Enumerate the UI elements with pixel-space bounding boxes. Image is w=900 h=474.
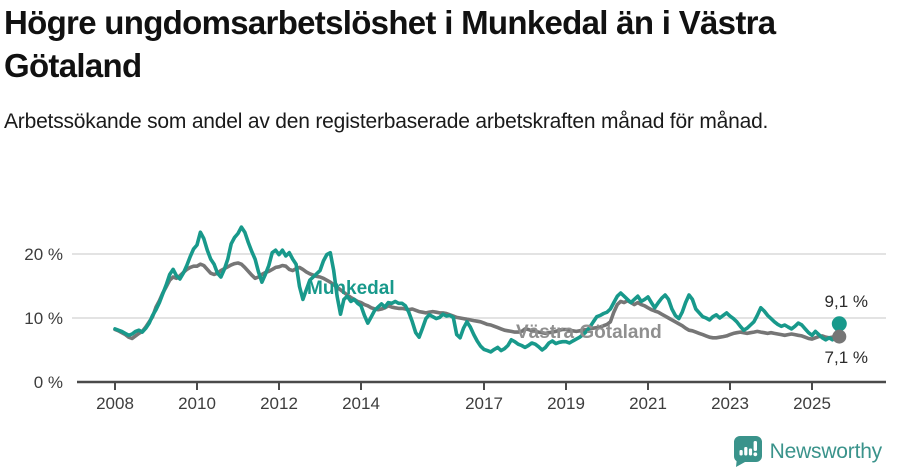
series-lines — [113, 225, 847, 354]
y-tick-label-0: 0 % — [34, 373, 63, 392]
y-tick-label-20: 20 % — [24, 245, 63, 264]
x-tick-label-2014: 2014 — [342, 394, 380, 413]
chart-title: Högre ungdomsarbetslöshet i Munkedal än … — [4, 4, 776, 84]
x-tick-label-2023: 2023 — [711, 394, 749, 413]
end-dot-v-stra-g-taland — [832, 329, 847, 344]
x-tick-label-2025: 2025 — [793, 394, 831, 413]
series-label-vastra-gotaland: Västra Götaland — [516, 322, 662, 343]
line-v-stra-g-taland — [113, 261, 842, 341]
newsworthy-brand-link[interactable]: Newsworthy — [733, 435, 882, 468]
end-dot-munkedal — [831, 316, 847, 332]
y-tick-label-10: 10 % — [24, 309, 63, 328]
series-label-munkedal: Munkedal — [307, 278, 395, 299]
x-tick-label-2019: 2019 — [547, 394, 585, 413]
end-value-vastra-gotaland: 7,1 % — [825, 348, 868, 367]
end-value-munkedal: 9,1 % — [825, 292, 868, 311]
x-tick-label-2021: 2021 — [629, 394, 667, 413]
chart-subtitle: Arbetssökande som andel av den registerb… — [4, 110, 769, 133]
x-tick-label-2017: 2017 — [465, 394, 503, 413]
x-tick-label-2012: 2012 — [260, 394, 298, 413]
line-munkedal — [113, 225, 842, 354]
newsworthy-brand-text: Newsworthy — [769, 439, 883, 463]
newsworthy-logo-icon — [733, 436, 762, 467]
x-tick-label-2008: 2008 — [96, 394, 134, 413]
x-tick-label-2010: 2010 — [178, 394, 216, 413]
axis-ticks — [77, 380, 886, 390]
